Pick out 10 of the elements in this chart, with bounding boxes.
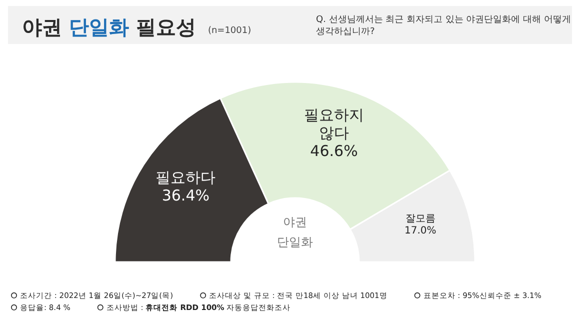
slice-label: 필요하다 (156, 168, 216, 187)
data-label: 17.0% (404, 226, 436, 237)
data-label: 36.4% (162, 186, 210, 205)
chart-title: 야권 단일화 필요성 (22, 15, 196, 39)
data-label: 46.6% (310, 142, 358, 160)
slice-label: 잘모름 (405, 214, 436, 225)
text: 야권 단일화 (277, 215, 313, 249)
slice-label: 필요하지 않다 (304, 106, 364, 142)
text: Q. 선생님께서는 최근 회자되고 있는 야권단일화에 대해 어떻게 생각하십니까? (316, 15, 571, 37)
chart-subtitle: (n=1001) (208, 26, 252, 36)
